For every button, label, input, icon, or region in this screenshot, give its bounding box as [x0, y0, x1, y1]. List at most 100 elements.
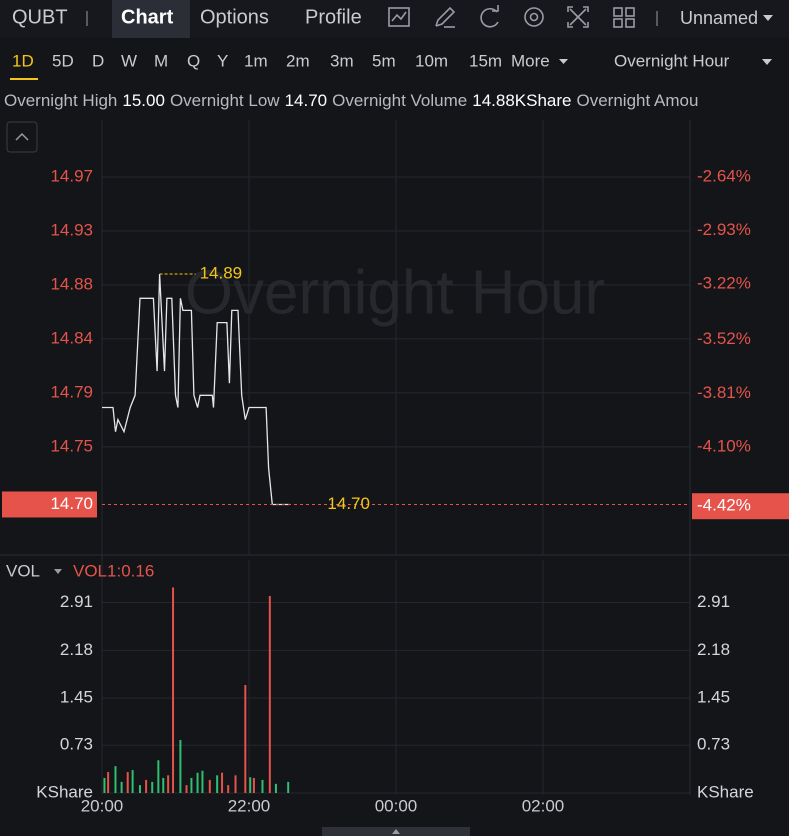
y-tick-label: 14.93	[50, 220, 93, 239]
volume-bar	[274, 783, 277, 793]
volume-bar	[126, 772, 129, 793]
volume-bar	[234, 775, 237, 793]
y-tick-label: 14.88	[50, 274, 93, 293]
volume-bar	[107, 772, 110, 793]
timeframe[interactable]: 5m	[372, 51, 396, 70]
x-tick-label: 00:00	[375, 796, 418, 815]
volume-bar	[221, 772, 224, 793]
indicator-name[interactable]: VOL	[6, 561, 40, 580]
volume-bar	[249, 777, 252, 793]
volume-bar	[162, 777, 165, 793]
stat-label: Overnight Volume	[332, 91, 467, 110]
indicator-value: VOL1:0.16	[73, 561, 154, 580]
tab[interactable]: Options	[200, 6, 269, 28]
draw-icon[interactable]	[435, 6, 456, 28]
timeframe[interactable]: Y	[217, 51, 228, 70]
y2-tick-label: -3.81%	[697, 383, 751, 402]
indicator-icon[interactable]	[388, 7, 410, 27]
last-pct-box	[692, 493, 789, 520]
volume-bar	[103, 777, 106, 793]
dropdown-arrow	[763, 15, 773, 21]
y2-tick-label: -3.22%	[697, 274, 751, 293]
last-price-tag: 14.70	[50, 494, 93, 513]
volume-bar	[268, 595, 271, 793]
timeframe[interactable]: 2m	[286, 51, 310, 70]
volume-bar	[151, 781, 154, 793]
volume-bar	[196, 772, 199, 793]
volume-bar	[190, 777, 193, 793]
y-tick-label: 2.91	[60, 592, 93, 611]
y2-tick-label: 2.91	[697, 592, 730, 611]
price-line	[102, 273, 290, 506]
y2-tick-label: -2.93%	[697, 220, 751, 239]
timeframe[interactable]: Q	[187, 51, 200, 70]
timeframe-bar: 1D 5D D W M Q Y 1m 2m 3m 5m 10m 15m	[12, 51, 502, 70]
active-underline	[10, 78, 38, 80]
session-select[interactable]: Overnight Hour	[614, 51, 730, 70]
y-tick-label: 14.84	[50, 328, 93, 347]
refresh-icon[interactable]	[480, 5, 499, 28]
x-tick-label: 20:00	[81, 796, 124, 815]
more-button[interactable]: More	[511, 51, 550, 70]
y2-tick-label: -2.64%	[697, 166, 751, 185]
volume-bar	[114, 766, 117, 793]
stat-value: 15.00	[122, 91, 165, 110]
symbol[interactable]: QUBT	[12, 6, 68, 28]
last-price-label: 14.70	[327, 494, 370, 513]
volume-bar	[145, 779, 148, 793]
volume-bar	[131, 770, 134, 793]
volume-bar	[252, 777, 255, 793]
volume-bar	[261, 779, 264, 793]
volume-bar	[185, 785, 188, 793]
y-tick-label: 1.45	[60, 688, 93, 707]
watermark: Overnight Hour	[185, 258, 605, 327]
y2-tick-label: 2.18	[697, 640, 730, 659]
timeframe[interactable]: 3m	[330, 51, 354, 70]
y2-tick-label: 0.73	[697, 735, 730, 754]
tab[interactable]: Chart	[121, 6, 174, 28]
handle-arrow	[392, 829, 400, 834]
timeframe[interactable]: 5D	[52, 51, 74, 70]
y2-tick-label: -4.10%	[697, 437, 751, 456]
stat-value: 14.88KShare	[472, 91, 571, 110]
stats-line: Overnight High 15.00 Overnight Low 14.70 Ove…	[4, 91, 698, 110]
volume-bar	[244, 685, 247, 793]
stat-label: Overnight Low	[170, 91, 280, 110]
chevron	[15, 132, 29, 141]
y-tick-label: 0.73	[60, 735, 93, 754]
layout-name[interactable]: Unnamed	[680, 8, 758, 28]
volume-bar	[216, 775, 219, 793]
stat-label: Overnight Amou	[577, 91, 699, 110]
y2-tick-label: -3.52%	[697, 329, 751, 348]
dropdown-arrow	[54, 569, 62, 574]
y-tick-label: 14.75	[50, 436, 93, 455]
x-tick-label: 02:00	[522, 796, 565, 815]
timeframe[interactable]: D	[92, 51, 104, 70]
y2-tick-label: 1.45	[697, 688, 730, 707]
timeframe[interactable]: 15m	[469, 51, 502, 70]
dropdown-arrow	[559, 59, 568, 64]
timeframe[interactable]: M	[154, 51, 168, 70]
timeframe[interactable]: 1m	[244, 51, 268, 70]
y2-tick-label: KShare	[697, 782, 754, 801]
tab[interactable]: Profile	[305, 6, 362, 28]
settings-icon[interactable]	[524, 7, 544, 27]
toolbar-icons	[388, 5, 635, 28]
y-tick-label: 2.18	[60, 640, 93, 659]
volume-bar	[167, 775, 170, 793]
collapse-button[interactable]	[6, 121, 38, 153]
timeframe[interactable]: 10m	[415, 51, 448, 70]
active-tab	[112, 0, 190, 38]
layout-icon[interactable]	[613, 7, 635, 28]
volume-bar	[287, 781, 290, 793]
volume-bar	[172, 587, 175, 793]
timeframe[interactable]: W	[121, 51, 137, 70]
dropdown-arrow	[762, 59, 772, 65]
timeframe[interactable]: 1D	[12, 51, 34, 70]
y-tick-label: 14.79	[50, 382, 93, 401]
volume-bar	[138, 785, 141, 793]
fullscreen-icon[interactable]	[567, 6, 589, 28]
